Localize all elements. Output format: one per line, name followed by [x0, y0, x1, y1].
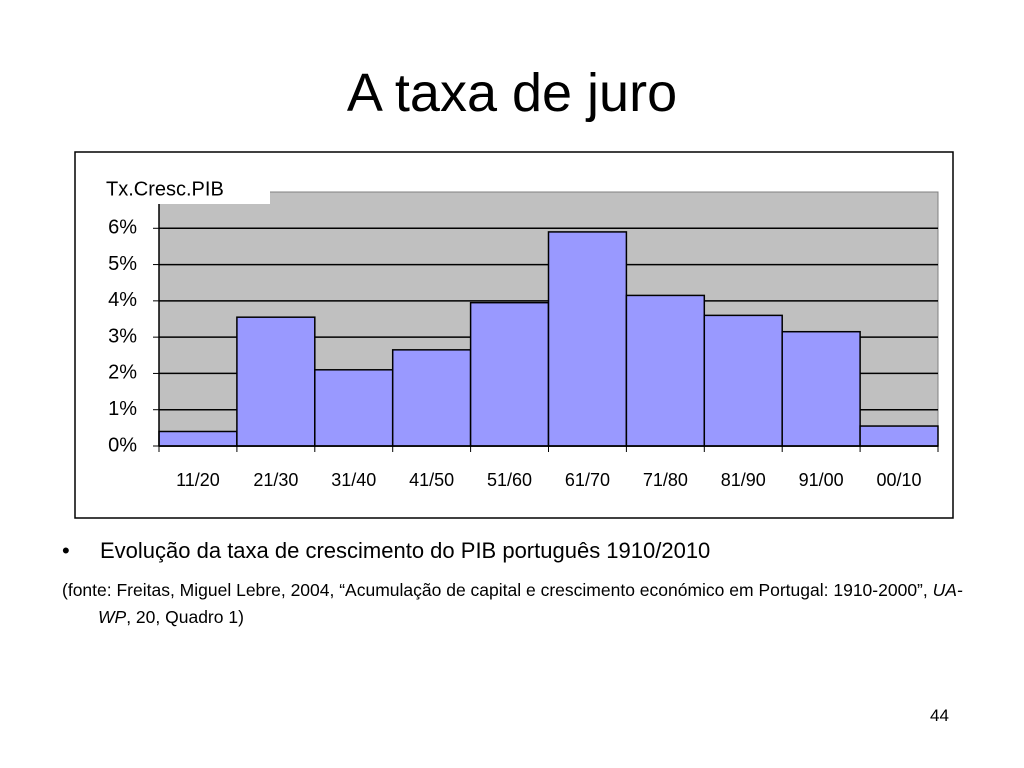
y-tick-label: 4%	[108, 289, 137, 311]
x-tick-label: 91/00	[799, 470, 844, 490]
legend-box	[98, 174, 270, 204]
x-tick-label: 61/70	[565, 470, 610, 490]
bar	[781, 330, 861, 447]
x-tick-label: 81/90	[721, 470, 766, 490]
bar	[703, 314, 783, 447]
x-tick-label: 00/10	[877, 470, 922, 490]
source-text: , 20, Quadro 1)	[126, 607, 244, 627]
bar	[158, 430, 238, 447]
legend-label: Tx.Cresc.PIB	[106, 178, 224, 200]
y-tick-label: 6%	[108, 217, 137, 239]
y-tick-label: 0%	[108, 434, 137, 456]
y-tick-label: 3%	[108, 325, 137, 347]
y-tick-label: 2%	[108, 362, 137, 384]
bar	[859, 425, 939, 447]
bar	[314, 369, 394, 447]
x-tick-label: 51/60	[487, 470, 532, 490]
slide-title: A taxa de juro	[346, 63, 678, 123]
y-tick-label: 5%	[108, 253, 137, 275]
x-tick-label: 21/30	[253, 470, 298, 490]
bar	[391, 349, 472, 447]
bullet-item: Evolução da taxa de crescimento do PIB p…	[100, 538, 710, 564]
bar	[625, 294, 706, 447]
bar	[469, 301, 550, 447]
source-italic: UA-WP	[98, 580, 963, 627]
source-note: (fonte: Freitas, Miguel Lebre, 2004, “Ac…	[62, 577, 967, 631]
bullet-list: Evolução da taxa de crescimento do PIB p…	[62, 538, 710, 564]
x-tick-label: 31/40	[331, 470, 376, 490]
x-tick-label: 71/80	[643, 470, 688, 490]
source-text: (fonte: Freitas, Miguel Lebre, 2004, “Ac…	[62, 580, 933, 600]
page-number: 44	[930, 706, 949, 725]
bar	[236, 316, 316, 447]
bar	[547, 231, 628, 447]
x-tick-label: 41/50	[409, 470, 454, 490]
x-tick-label: 11/20	[176, 470, 220, 490]
y-tick-label: 1%	[108, 398, 137, 420]
